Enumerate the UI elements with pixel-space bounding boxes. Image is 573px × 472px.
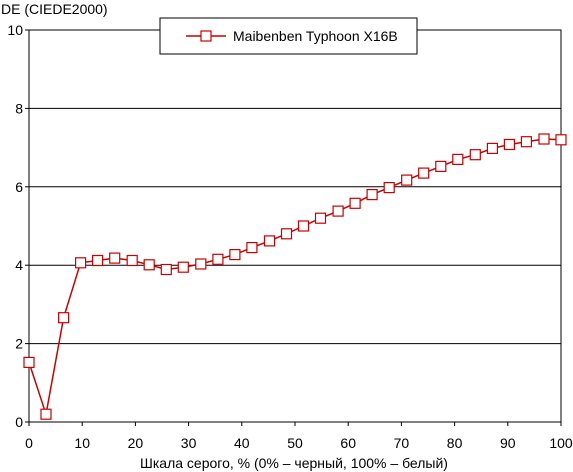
x-tick-label-60: 60 — [340, 435, 356, 451]
data-point-7 — [143, 259, 155, 271]
data-point-12 — [229, 249, 241, 261]
y-tick-label-10: 10 — [7, 22, 23, 38]
data-point-16 — [297, 220, 310, 232]
data-point-3 — [74, 257, 87, 269]
data-point-10 — [195, 258, 207, 270]
data-point-25 — [452, 153, 464, 165]
data-point-17 — [314, 212, 327, 224]
data-point-24 — [435, 160, 447, 172]
y-tick-label-2: 2 — [15, 336, 23, 352]
y-axis-ticks: 0 2 4 6 8 10 — [7, 22, 29, 430]
data-point-0 — [23, 356, 35, 368]
x-tick-label-30: 30 — [181, 435, 197, 451]
x-tick-label-90: 90 — [500, 435, 516, 451]
data-point-29 — [520, 136, 533, 148]
legend-swatch-marker — [200, 30, 212, 42]
x-axis-ticks: 0 10 20 30 40 50 60 70 80 90 100 — [25, 422, 573, 451]
data-point-31 — [555, 134, 567, 146]
x-tick-label-0: 0 — [25, 435, 33, 451]
series-layer — [23, 133, 567, 420]
y-tick-label-8: 8 — [15, 100, 23, 116]
data-point-5 — [109, 252, 121, 264]
series-line-0 — [28, 138, 562, 415]
data-point-1 — [40, 408, 52, 420]
data-point-23 — [418, 167, 430, 179]
legend: Maibenben Typhoon X16B — [159, 17, 418, 55]
x-tick-label-80: 80 — [447, 435, 463, 451]
data-point-15 — [280, 228, 293, 240]
data-point-18 — [332, 205, 344, 217]
plot-area-frame — [28, 29, 562, 423]
data-point-20 — [366, 189, 378, 201]
data-point-22 — [401, 174, 413, 186]
grid-lines — [29, 107, 561, 345]
data-point-9 — [177, 261, 189, 273]
data-point-26 — [469, 149, 481, 161]
data-point-21 — [383, 182, 395, 194]
data-point-2 — [57, 312, 70, 324]
data-point-30 — [538, 133, 550, 145]
x-axis-label: Шкала серого, % (0% – черный, 100% – бел… — [140, 455, 448, 471]
data-point-28 — [503, 138, 515, 151]
x-tick-label-70: 70 — [394, 435, 410, 451]
x-tick-label-40: 40 — [234, 435, 250, 451]
y-tick-label-6: 6 — [15, 179, 23, 195]
y-tick-label-0: 0 — [15, 414, 23, 430]
x-tick-label-50: 50 — [287, 435, 303, 451]
data-point-6 — [126, 254, 138, 267]
y-tick-label-4: 4 — [15, 257, 23, 273]
data-point-13 — [246, 242, 258, 254]
x-tick-label-20: 20 — [128, 435, 144, 451]
x-tick-label-100: 100 — [549, 435, 573, 451]
legend-label: Maibenben Typhoon X16B — [233, 28, 398, 44]
data-point-11 — [212, 253, 224, 265]
data-point-8 — [160, 263, 172, 276]
y-axis-label: DE (CIEDE2000) — [1, 1, 108, 17]
x-tick-label-10: 10 — [74, 435, 90, 451]
data-point-27 — [486, 142, 498, 154]
data-point-4 — [91, 254, 104, 267]
data-point-19 — [349, 197, 361, 209]
data-point-14 — [263, 235, 276, 247]
